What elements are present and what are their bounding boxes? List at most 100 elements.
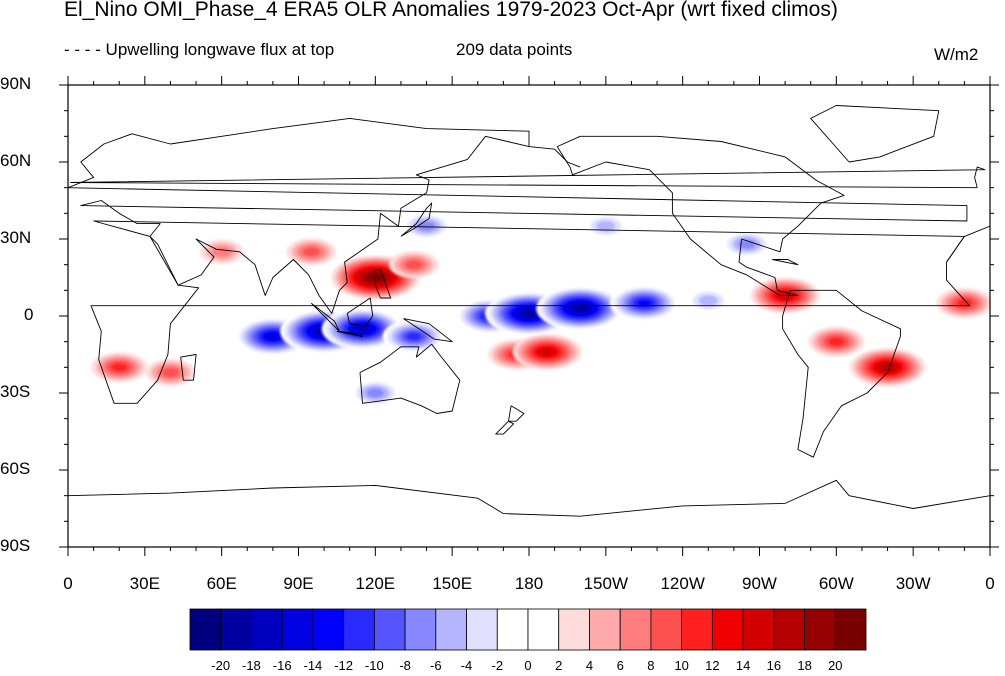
coastline xyxy=(508,405,525,422)
anomaly-contour xyxy=(637,299,652,307)
colorbar-label: 10 xyxy=(674,658,689,673)
lon-label-90w: 90W xyxy=(742,574,777,593)
anomaly-feature xyxy=(536,286,625,331)
anomaly-contour xyxy=(573,305,587,312)
anomaly-contour xyxy=(596,220,616,232)
coastline xyxy=(180,354,197,381)
colorbar-box xyxy=(373,608,406,651)
colorbar-box xyxy=(589,608,621,651)
anomaly-feature xyxy=(321,308,404,350)
colorbar-label: -4 xyxy=(460,658,473,673)
coastline xyxy=(528,146,581,168)
coastline xyxy=(336,330,363,337)
lon-label-60e: 60E xyxy=(206,574,237,593)
variable-subtitle: - - - - Upwelling longwave flux at top xyxy=(64,40,335,59)
data-points-subtitle: 209 data points xyxy=(456,40,573,59)
anomaly-feature xyxy=(382,320,445,353)
coastline xyxy=(70,166,986,189)
colorbar-box xyxy=(435,608,467,651)
anomaly-contour xyxy=(539,348,555,356)
lat-label-60n: 60N xyxy=(0,151,32,170)
lon-label-0: 0 xyxy=(63,574,73,593)
colorbar-label: 12 xyxy=(705,658,720,673)
colorbar-label: -12 xyxy=(334,658,353,673)
colorbar-box xyxy=(312,608,345,651)
anomaly-contour xyxy=(522,310,536,317)
colorbar-box xyxy=(466,608,498,651)
colorbar-label: 16 xyxy=(766,658,782,673)
anomaly-feature xyxy=(721,230,772,258)
colorbar-box xyxy=(251,608,283,651)
colorbar-label: 4 xyxy=(585,658,594,673)
colorbar-label: 2 xyxy=(555,658,563,673)
colorbar-label: 0 xyxy=(524,658,532,673)
lon-label-180: 180 xyxy=(514,574,544,593)
anomaly-feature xyxy=(936,288,990,319)
anomaly-contour xyxy=(111,363,128,372)
colorbar-label: 20 xyxy=(828,658,843,673)
anomaly-contour xyxy=(355,325,370,333)
anomaly-contour xyxy=(161,367,180,378)
map-panel xyxy=(59,76,999,556)
lat-label-30n: 30N xyxy=(0,228,32,247)
coastline xyxy=(374,269,392,299)
lon-label-30w: 30W xyxy=(895,574,931,593)
colorbar-box xyxy=(650,608,683,651)
coastline xyxy=(556,135,845,296)
colorbar-box xyxy=(558,608,590,651)
colorbar-label: -18 xyxy=(241,658,261,673)
anomaly-feature xyxy=(286,238,337,266)
colorbar-label: -16 xyxy=(272,658,292,673)
anomaly-feature xyxy=(145,358,196,387)
lon-label-60w: 60W xyxy=(818,574,854,593)
anomaly-contour xyxy=(828,337,845,346)
coastline xyxy=(68,479,990,517)
colorbar-box xyxy=(804,608,836,651)
anomaly-feature xyxy=(609,285,679,321)
coastline xyxy=(346,297,374,327)
lat-label-90s: 90S xyxy=(0,536,31,555)
lat-label-60s: 60S xyxy=(0,459,31,478)
colorbar-box xyxy=(527,608,560,651)
anomaly-feature xyxy=(401,212,452,240)
anomaly-contour xyxy=(417,221,436,231)
colorbar-label: 8 xyxy=(647,658,655,673)
lon-label-90e: 90E xyxy=(283,574,314,593)
coastline xyxy=(810,105,940,163)
colorbar-box xyxy=(711,608,744,651)
colorbar-label: 6 xyxy=(616,658,624,673)
colorbar-box xyxy=(773,608,805,651)
lat-label-eq: 0 xyxy=(24,305,34,324)
anomaly-contour xyxy=(366,388,384,398)
coastline xyxy=(359,343,461,414)
colorbar-label: -14 xyxy=(303,658,323,673)
lat-label-30s: 30S xyxy=(0,382,31,401)
anomaly-contour xyxy=(880,363,895,371)
lat-label-90n: 90N xyxy=(0,74,32,93)
coastline xyxy=(90,220,970,404)
colorbar-box xyxy=(834,608,867,651)
colorbar-box xyxy=(404,608,437,651)
axis-ticks xyxy=(59,76,999,556)
anomaly-contour xyxy=(698,295,718,306)
anomaly-contour xyxy=(405,259,423,270)
coastline xyxy=(400,202,433,237)
coastline xyxy=(310,302,340,332)
anomaly-contour xyxy=(265,332,280,341)
colorbar-label: -6 xyxy=(430,658,442,673)
anomaly-contour xyxy=(302,247,320,257)
colorbar-box xyxy=(681,608,713,651)
anomaly-feature xyxy=(686,288,730,313)
colorbar-box xyxy=(496,608,529,651)
anomaly-feature xyxy=(808,326,865,357)
lon-label-120e: 120E xyxy=(355,574,396,593)
anomaly-feature xyxy=(849,348,926,387)
colorbar-box xyxy=(220,608,252,651)
units-label: W/m2 xyxy=(934,45,979,64)
lon-label-0-end: 0 xyxy=(985,574,995,593)
colorbar-label: -10 xyxy=(364,658,384,673)
lon-label-120w: 120W xyxy=(660,574,705,593)
colorbar-box xyxy=(281,608,314,651)
colorbar-box xyxy=(742,608,775,651)
